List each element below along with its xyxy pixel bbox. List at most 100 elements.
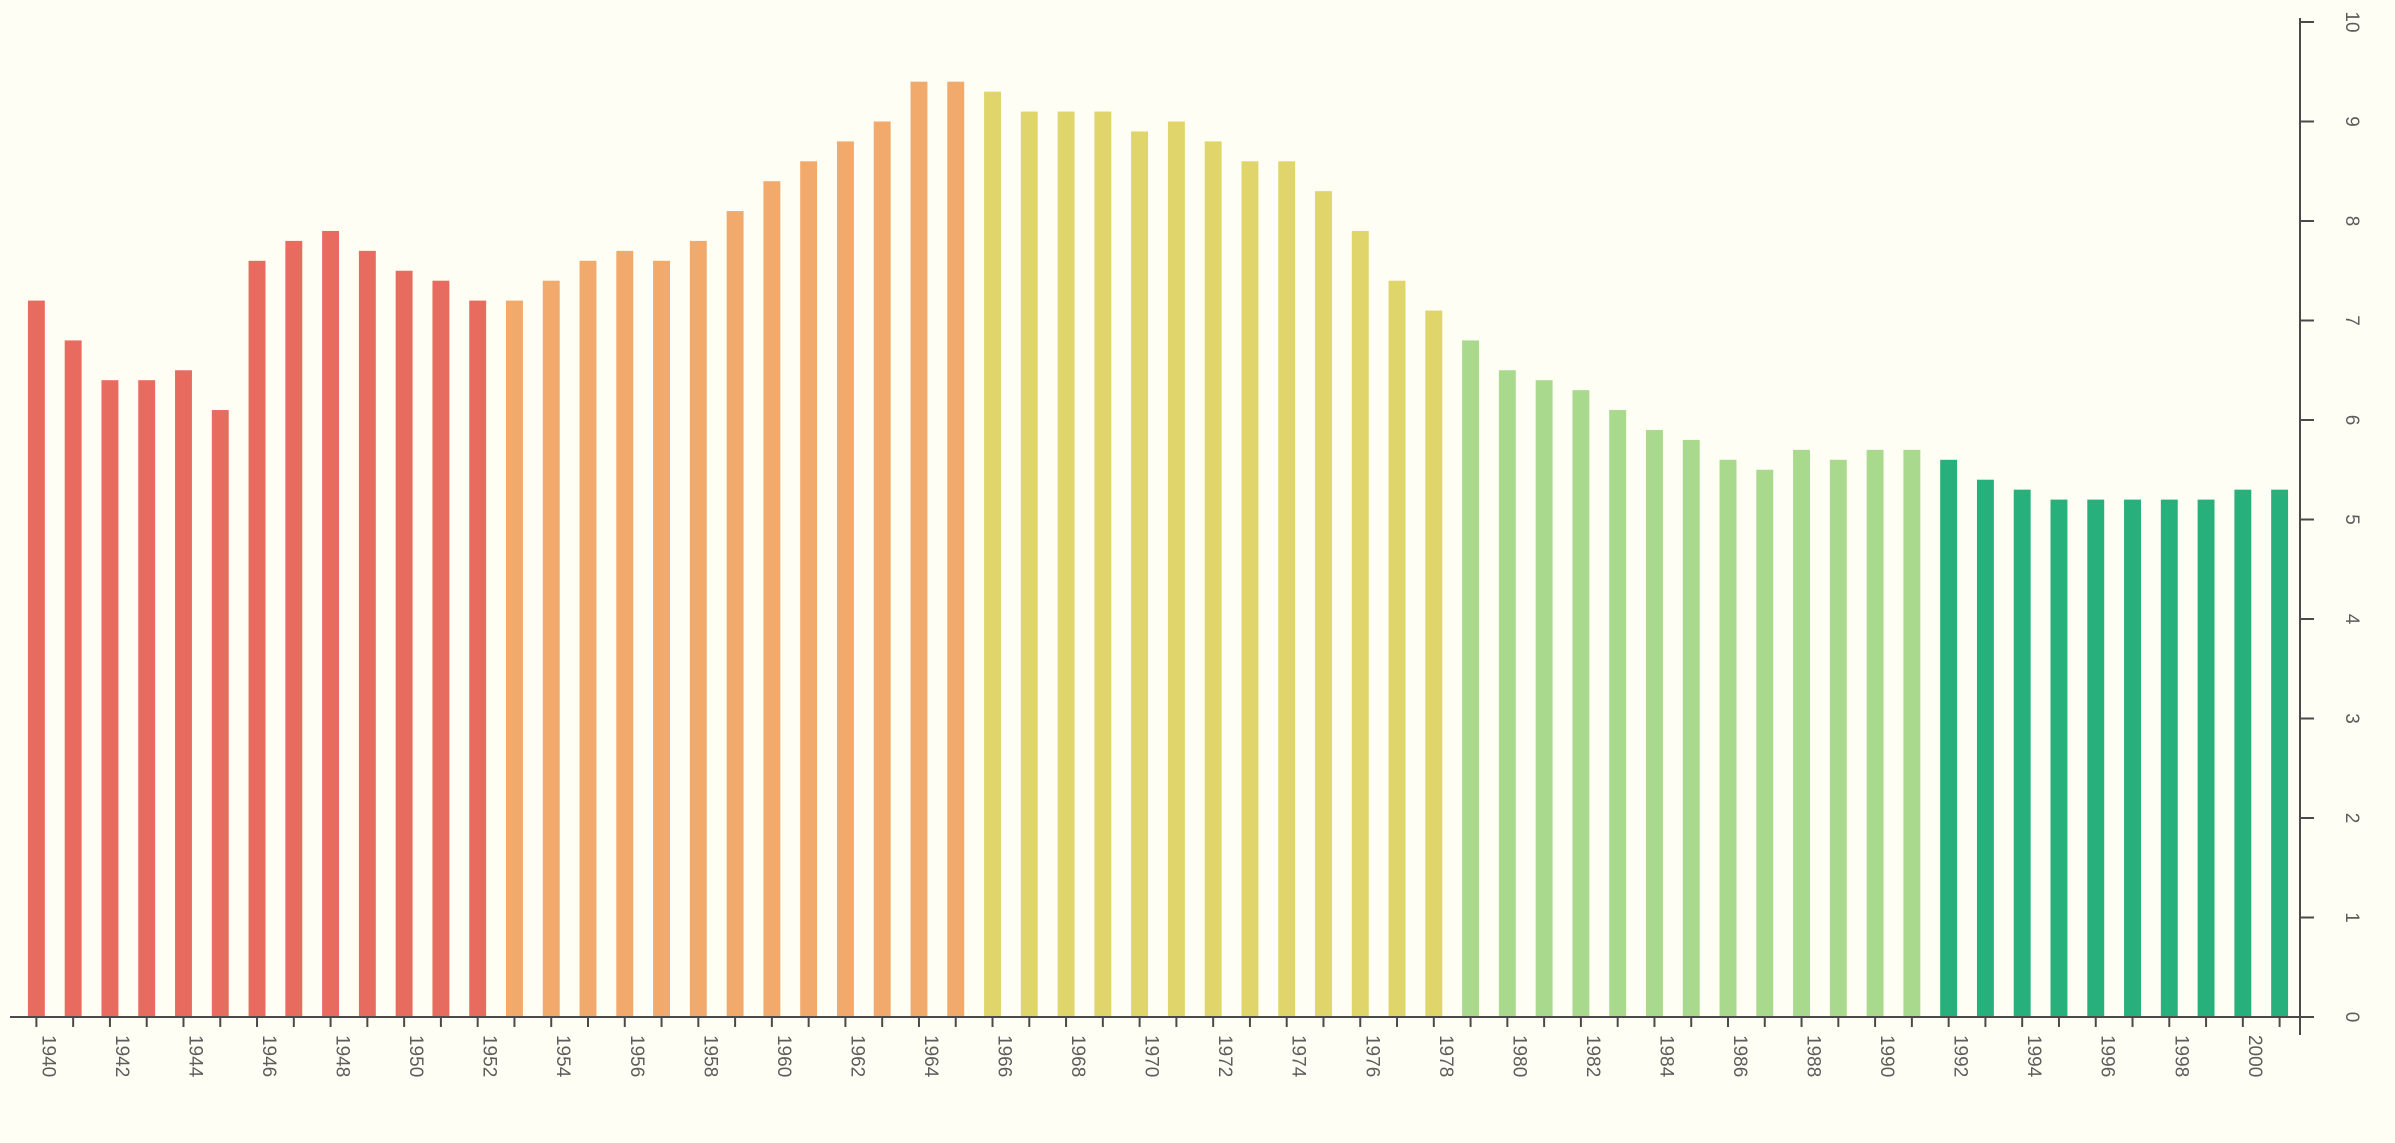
bar-1972 <box>1204 141 1222 1017</box>
bar-1977 <box>1388 280 1406 1017</box>
x-tick-label-1994: 1994 <box>2023 1035 2044 1078</box>
x-tick-label-1972: 1972 <box>1214 1035 1235 1077</box>
x-tick-label-1980: 1980 <box>1508 1035 1529 1077</box>
y-tick-label-7: 7 <box>2341 315 2362 326</box>
bar-1951 <box>432 280 450 1017</box>
bar-1954 <box>542 280 560 1017</box>
bar-1959 <box>726 211 744 1018</box>
bar-1986 <box>1719 459 1737 1017</box>
bar-1944 <box>175 370 192 1017</box>
bar-1974 <box>1278 161 1296 1018</box>
y-tick-label-9: 9 <box>2341 116 2362 127</box>
y-tick-label-1: 1 <box>2341 912 2362 923</box>
bar-1940 <box>27 300 45 1018</box>
bars-layer <box>27 81 2289 1018</box>
bar-1970 <box>1131 131 1149 1017</box>
bar-1991 <box>1903 449 1921 1018</box>
axes-layer <box>10 18 2314 1035</box>
bar-1963 <box>873 121 891 1017</box>
x-tick-label-1954: 1954 <box>552 1035 573 1078</box>
x-tick-label-1978: 1978 <box>1435 1035 1456 1077</box>
x-tick-label-1962: 1962 <box>846 1035 867 1077</box>
bar-1999 <box>2197 499 2215 1018</box>
bar-1973 <box>1241 161 1259 1018</box>
bar-1949 <box>358 250 376 1018</box>
bar-1950 <box>395 270 413 1017</box>
bar-1946 <box>248 260 266 1017</box>
bar-1960 <box>763 181 781 1017</box>
bar-1989 <box>1829 459 1847 1017</box>
y-tick-label-6: 6 <box>2341 415 2362 426</box>
y-tick-label-8: 8 <box>2341 216 2362 227</box>
bar-1978 <box>1425 310 1443 1017</box>
x-tick-label-1984: 1984 <box>1655 1035 1676 1078</box>
x-tick-label-1948: 1948 <box>332 1035 353 1077</box>
bar-1976 <box>1351 230 1369 1017</box>
x-tick-label-1996: 1996 <box>2097 1035 2118 1077</box>
x-tick-label-1944: 1944 <box>184 1035 205 1078</box>
bar-1962 <box>836 141 854 1017</box>
bar-2001 <box>2271 489 2289 1017</box>
x-tick-label-1976: 1976 <box>1361 1035 1382 1077</box>
y-tick-label-5: 5 <box>2341 514 2362 525</box>
bar-1943 <box>138 380 156 1017</box>
x-tick-label-1992: 1992 <box>1950 1035 1971 1077</box>
x-tick-label-1966: 1966 <box>994 1035 1015 1077</box>
bar-1956 <box>616 250 634 1018</box>
bar-1987 <box>1756 469 1774 1017</box>
x-tick-label-1968: 1968 <box>1067 1035 1088 1077</box>
labels-layer: 1940 1942 1944 1946 1948 1950 1 9 5 2 1954 1956 1958… <box>37 11 2362 1077</box>
x-tick-label-1958: 1958 <box>699 1035 720 1077</box>
x-tick-label-1970: 1970 <box>1141 1035 1162 1077</box>
bar-1997 <box>2124 499 2141 1018</box>
y-tick-label-0: 0 <box>2341 1012 2362 1023</box>
x-tick-label-1942: 1942 <box>111 1035 132 1077</box>
bar-1993 <box>1976 479 1994 1017</box>
x-tick-label-1974: 1974 <box>1288 1035 1309 1078</box>
bar-1945 <box>211 410 229 1017</box>
x-tick-label-1998: 1998 <box>2170 1035 2191 1077</box>
bar-1983 <box>1609 410 1627 1017</box>
bar-2000 <box>2234 489 2252 1017</box>
bar-1947 <box>285 240 303 1017</box>
bar-1982 <box>1572 390 1590 1017</box>
bar-1980 <box>1498 370 1516 1017</box>
x-tick-label-1964: 1964 <box>920 1035 941 1078</box>
bar-1958 <box>689 240 707 1017</box>
bar-1975 <box>1315 191 1332 1017</box>
bar-1985 <box>1682 439 1700 1017</box>
y-tick-label-4: 4 <box>2341 614 2362 625</box>
bar-1994 <box>2013 489 2031 1017</box>
bar-1966 <box>984 91 1001 1017</box>
bar-1968 <box>1057 111 1075 1018</box>
bar-1957 <box>653 260 671 1017</box>
y-tick-label-3: 3 <box>2341 713 2362 724</box>
bar-1998 <box>2160 499 2178 1018</box>
bar-1942 <box>101 380 119 1017</box>
bar-1964 <box>910 81 928 1017</box>
bar-1971 <box>1167 121 1185 1017</box>
bar-1953 <box>505 300 523 1018</box>
x-tick-label-1950: 1950 <box>405 1035 426 1077</box>
x-tick-label-1990: 1990 <box>1876 1035 1897 1077</box>
x-tick-label-1960: 1960 <box>773 1035 794 1077</box>
bar-1948 <box>322 230 340 1017</box>
bar-1961 <box>800 161 818 1018</box>
bar-1984 <box>1645 429 1663 1017</box>
x-tick-label-1988: 1988 <box>1803 1035 1824 1077</box>
bar-1995 <box>2050 499 2068 1018</box>
x-tick-label-1946: 1946 <box>258 1035 279 1077</box>
x-tick-label-1956: 1956 <box>626 1035 647 1077</box>
bar-1981 <box>1535 380 1553 1017</box>
x-tick-label-1940: 1940 <box>37 1035 58 1077</box>
bar-1992 <box>1940 459 1958 1017</box>
bar-1988 <box>1793 449 1811 1018</box>
y-tick-label-2: 2 <box>2341 813 2362 824</box>
bar-1996 <box>2087 499 2105 1018</box>
x-tick-label-2000: 2000 <box>2244 1035 2265 1077</box>
bar-1979 <box>1462 340 1480 1017</box>
bar-1965 <box>947 81 965 1017</box>
bar-1967 <box>1020 111 1038 1018</box>
